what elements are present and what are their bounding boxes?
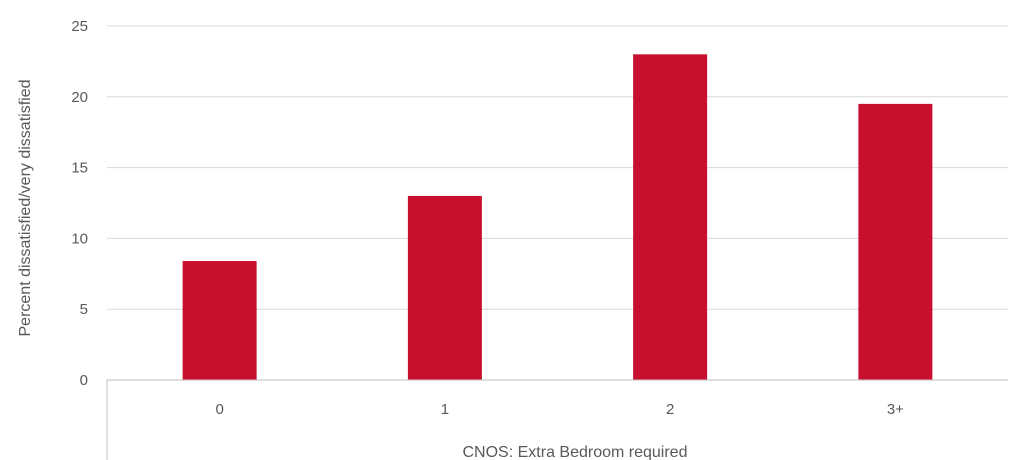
y-tick-label: 15 [71,160,88,177]
y-tick-label: 5 [80,301,88,318]
y-tick-label: 0 [80,372,88,389]
bar [182,261,257,380]
x-axis-title: CNOS: Extra Bedroom required [463,444,688,460]
x-tick-label: 2 [666,401,674,418]
y-axis-title: Percent dissatisfied/very dissatisfied [17,80,34,337]
x-tick-label: 1 [441,401,449,418]
y-tick-label: 10 [71,230,88,247]
x-tick-labels: 0 1 2 3+ [215,401,904,418]
axis-lines [106,379,1008,460]
y-tick-label: 25 [71,18,88,35]
bars [182,54,933,380]
bar [407,195,482,380]
x-tick-label: 0 [215,401,223,418]
y-tick-labels: 0 5 10 15 20 25 [71,18,88,389]
y-gridlines [107,25,1008,310]
y-tick-label: 20 [71,89,88,106]
bar [858,103,933,380]
bar [633,54,708,380]
x-tick-label: 3+ [887,401,904,418]
